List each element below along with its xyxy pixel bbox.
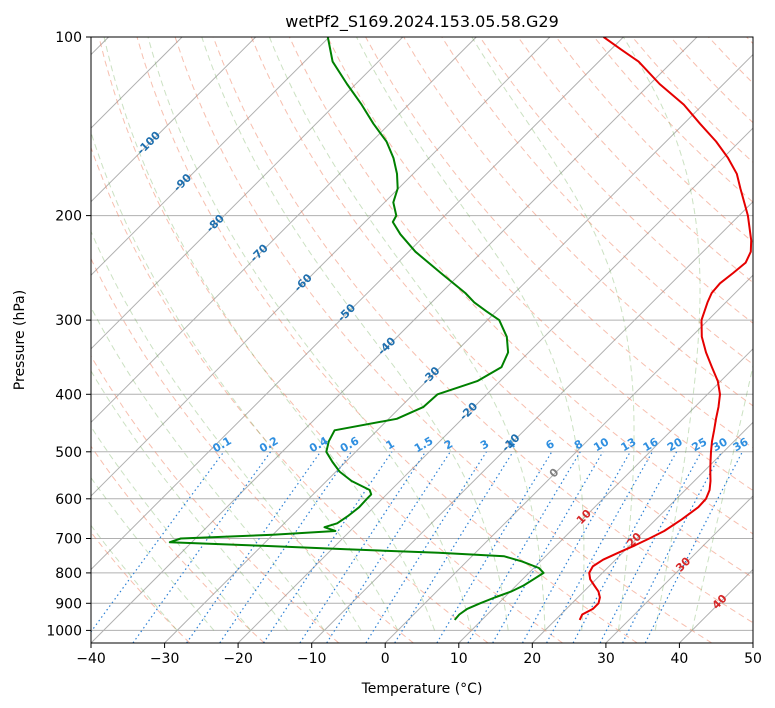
moist-adiabat xyxy=(268,37,546,631)
mixing-ratio-line xyxy=(467,451,581,643)
temperature-profile-line xyxy=(578,37,753,621)
mixing-ratio-line xyxy=(299,451,426,643)
y-axis-label: Pressure (hPa) xyxy=(12,290,28,390)
mixing-ratio-line xyxy=(572,451,678,643)
isotherm-line xyxy=(91,37,624,571)
x-tick-label: 0 xyxy=(381,651,390,667)
moist-adiabat xyxy=(91,306,325,631)
isotherm-line xyxy=(91,37,698,643)
y-tick-label: 1000 xyxy=(46,623,82,639)
isotherm-line xyxy=(531,421,753,643)
isotherm-line xyxy=(91,37,330,276)
chart-title: wetPf2_S169.2024.153.05.58.G29 xyxy=(285,12,559,32)
y-tick-label: 400 xyxy=(55,387,82,403)
y-tick-label: 700 xyxy=(55,532,82,548)
mixing-ratio-line xyxy=(262,451,393,643)
moist-adiabat xyxy=(91,476,215,631)
dry-adiabat xyxy=(98,37,563,643)
moist-adiabat xyxy=(91,370,288,631)
moist-adiabat xyxy=(356,37,585,631)
background-lines xyxy=(91,37,753,643)
dry-adiabat xyxy=(327,37,753,492)
isotherm-line xyxy=(91,37,477,424)
dry-adiabat xyxy=(136,37,638,643)
isotherm-line xyxy=(164,53,753,643)
moist-adiabat xyxy=(91,230,362,631)
moist-adiabat xyxy=(471,37,635,631)
moist-adiabat xyxy=(91,425,252,631)
y-tick-label: 200 xyxy=(55,209,82,225)
mixing-ratio-line xyxy=(186,451,321,643)
isotherm-line xyxy=(91,37,404,350)
mixing-ratio-line xyxy=(219,451,352,643)
moist-adiabat xyxy=(91,524,178,631)
x-tick-label: 50 xyxy=(744,651,762,667)
moist-adiabat xyxy=(147,37,472,631)
dry-adiabat xyxy=(174,37,713,643)
mixing-ratio-line xyxy=(436,451,553,643)
moist-adiabat xyxy=(201,37,509,631)
moist-adiabat xyxy=(622,37,701,631)
isotherm-line xyxy=(605,495,753,643)
x-tick-label: 10 xyxy=(450,651,468,667)
profile-lines xyxy=(168,37,753,621)
dry-adiabat xyxy=(212,37,753,624)
isotherm-line xyxy=(384,274,753,643)
dry-adiabat xyxy=(250,37,753,579)
dry-adiabat xyxy=(91,445,265,643)
mixing-ratio-line xyxy=(599,451,702,643)
y-tick-label: 600 xyxy=(55,492,82,508)
moist-adiabat xyxy=(91,130,399,631)
dry-adiabat xyxy=(91,257,414,643)
x-tick-label: 30 xyxy=(597,651,615,667)
x-tick-label: 40 xyxy=(670,651,688,667)
y-tick-label: 100 xyxy=(55,30,82,46)
mixing-ratio-line xyxy=(365,451,487,643)
y-tick-label: 500 xyxy=(55,445,82,461)
isotherm-line xyxy=(458,348,753,643)
y-tick-label: 300 xyxy=(55,313,82,329)
mixing-ratio-line xyxy=(326,451,451,643)
x-axis-label: Temperature (°C) xyxy=(361,681,483,697)
isotherm-line xyxy=(91,37,551,497)
x-tick-label: −20 xyxy=(223,651,253,667)
x-axis-ticks: −40 −30 −20 −10 0 10 20 30 40 50 xyxy=(76,643,762,667)
x-tick-label: 20 xyxy=(523,651,541,667)
dry-adiabat xyxy=(288,37,753,535)
y-tick-label: 900 xyxy=(55,596,82,612)
x-tick-label: −30 xyxy=(150,651,180,667)
isotherm-line xyxy=(91,37,257,203)
x-tick-label: −10 xyxy=(297,651,327,667)
y-tick-label: 800 xyxy=(55,566,82,582)
y-axis-ticks: 100 200 300 400 500 600 700 800 900 1000 xyxy=(46,30,91,639)
plot-frame xyxy=(90,36,754,644)
x-tick-label: −40 xyxy=(76,651,106,667)
dewpoint-profile-line xyxy=(168,37,545,621)
moist-adiabat xyxy=(103,37,436,631)
mixing-ratio-line xyxy=(394,451,514,643)
isotherm-line xyxy=(237,127,753,643)
moist-adiabat xyxy=(691,363,753,631)
